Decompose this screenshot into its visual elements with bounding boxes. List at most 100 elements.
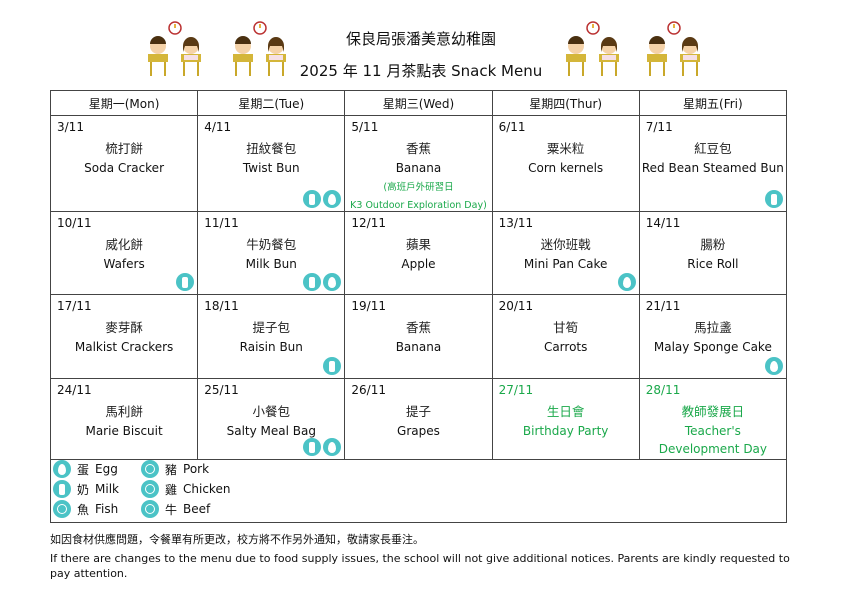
- snack-name-zh: 迷你班戟: [540, 237, 591, 252]
- allergen-icons: [323, 357, 342, 375]
- day-header: 星期三(Wed): [344, 90, 493, 116]
- snack-name-zh: 梳打餅: [105, 141, 143, 156]
- legend-item-pork: 豬 Pork: [141, 460, 209, 478]
- date: 10/11: [57, 216, 92, 230]
- snack-name-zh: 教師發展日: [681, 404, 745, 419]
- snack-name-en: Red Bean Steamed Bun: [641, 161, 784, 175]
- milk-icon: [303, 273, 322, 291]
- allergen-icons: [765, 357, 783, 375]
- snack-name-en: Raisin Bun: [239, 340, 303, 354]
- allergen-icons: [176, 273, 195, 291]
- date: 3/11: [57, 120, 84, 134]
- snack-name-en: Grapes: [397, 424, 440, 438]
- children-eating-illustration: [228, 20, 292, 82]
- date: 17/11: [57, 299, 92, 313]
- snack-name-en: Malkist Crackers: [74, 340, 174, 354]
- menu-cell: 17/11 麥芽酥 Malkist Crackers: [49, 294, 199, 379]
- menu-cell: 4/11 扭紋餐包 Twist Bun: [197, 115, 346, 212]
- egg-icon: [53, 460, 71, 478]
- snack-name-zh: 粟米粒: [546, 141, 585, 156]
- day-header: 星期二(Tue): [197, 90, 346, 116]
- date: 27/11: [498, 383, 534, 397]
- day-header: 星期四(Thur): [491, 90, 640, 116]
- pork-icon: [141, 460, 159, 478]
- snack-name-en: Rice Roll: [687, 257, 739, 271]
- snack-name-en: Teacher's: [684, 424, 741, 438]
- legend-zh: 雞: [165, 482, 178, 497]
- date: 21/11: [645, 299, 681, 313]
- legend-en: Milk: [95, 482, 119, 496]
- snack-name-zh: 馬利餅: [105, 404, 143, 419]
- event-note-en: K3 Outdoor Exploration Day): [350, 200, 487, 211]
- menu-cell: 6/11 粟米粒 Corn kernels: [491, 115, 640, 212]
- menu-cell: 27/11 生日會 Birthday Party: [491, 378, 640, 460]
- legend-zh: 魚: [77, 502, 90, 517]
- children-eating-illustration: [143, 20, 207, 82]
- menu-cell: 20/11 甘筍 Carrots: [491, 294, 640, 379]
- menu-cell: 14/11 腸粉 Rice Roll: [638, 211, 788, 295]
- menu-cell: 5/11 香蕉 Banana (高班戶外研習日 K3 Outdoor Explora…: [344, 115, 493, 212]
- milk-icon: [176, 273, 195, 291]
- legend-item-chicken: 雞 Chicken: [141, 480, 230, 498]
- chicken-icon: [141, 480, 159, 498]
- snack-name-zh: 提子: [405, 404, 431, 419]
- legend-en: Chicken: [183, 482, 231, 496]
- menu-cell: 12/11 蘋果 Apple: [344, 211, 493, 295]
- date: 25/11: [204, 383, 239, 397]
- snack-name-en: Birthday Party: [522, 424, 609, 438]
- event-note: (高班戶外研習日: [383, 182, 454, 193]
- snack-name-zh: 紅豆包: [694, 141, 732, 156]
- snack-name-en: Wafers: [103, 257, 145, 271]
- day-header: 星期一(Mon): [49, 90, 199, 116]
- snack-name-zh: 蘋果: [405, 237, 431, 252]
- allergen-legend: 蛋 Egg 奶 Milk 魚 Fish 豬 Pork 雞 Chicken 牛 Beef: [50, 458, 787, 523]
- date: 12/11: [351, 216, 386, 230]
- snack-name-en: Apple: [401, 257, 436, 271]
- menu-cell: 25/11 小餐包 Salty Meal Bag: [197, 378, 346, 460]
- snack-name-en: Corn kernels: [528, 161, 604, 175]
- menu-cell: 3/11 梳打餅 Soda Cracker: [49, 115, 199, 212]
- legend-en: Beef: [183, 502, 211, 516]
- footer-note-zh: 如因食材供應問題，令餐單有所更改，校方將不作另外通知，敬請家長垂注。: [50, 533, 424, 546]
- menu-cell: 7/11 紅豆包 Red Bean Steamed Bun: [638, 115, 788, 212]
- legend-item-milk: 奶 Milk: [53, 480, 119, 498]
- snack-name-en: Carrots: [543, 340, 588, 354]
- legend-item-beef: 牛 Beef: [141, 500, 210, 518]
- snack-name-en: Marie Biscuit: [85, 424, 163, 438]
- egg-icon: [765, 357, 783, 375]
- menu-cell: 21/11 馬拉盞 Malay Sponge Cake: [638, 294, 788, 379]
- snack-name-zh: 腸粉: [700, 237, 726, 252]
- footer-note-en: If there are changes to the menu due to …: [50, 552, 790, 580]
- children-eating-illustration: [642, 20, 706, 82]
- egg-icon: [323, 438, 342, 456]
- date: 7/11: [645, 120, 673, 134]
- date: 19/11: [351, 299, 386, 313]
- menu-cell: 10/11 威化餅 Wafers: [49, 211, 199, 295]
- menu-cell: 28/11 教師發展日 Teacher's Development Day: [638, 378, 788, 460]
- egg-icon: [323, 273, 342, 291]
- legend-en: Egg: [95, 462, 118, 476]
- date: 20/11: [498, 299, 534, 313]
- menu-cell: 19/11 香蕉 Banana: [344, 294, 493, 379]
- fish-icon: [53, 500, 71, 518]
- snack-name-en: Salty Meal Bag: [226, 424, 316, 438]
- menu-cell: 26/11 提子 Grapes: [344, 378, 493, 460]
- date: 26/11: [351, 383, 386, 397]
- snack-name-zh: 馬拉盞: [694, 320, 732, 335]
- snack-name-zh: 香蕉: [405, 141, 431, 156]
- menu-cell: 24/11 馬利餅 Marie Biscuit: [49, 378, 199, 460]
- snack-name-en-line2: Development Day: [658, 442, 768, 456]
- day-header: 星期五(Fri): [638, 90, 788, 116]
- date: 13/11: [498, 216, 534, 230]
- allergen-icons: [765, 190, 783, 208]
- allergen-icons: [303, 190, 342, 208]
- snack-name-en: Mini Pan Cake: [523, 257, 608, 271]
- egg-icon: [617, 273, 636, 291]
- children-eating-illustration: [561, 20, 625, 82]
- legend-item-fish: 魚 Fish: [53, 500, 118, 518]
- snack-name-zh: 威化餅: [105, 237, 143, 252]
- snack-name-zh: 甘筍: [553, 320, 579, 335]
- date: 11/11: [204, 216, 239, 230]
- menu-title: 2025 年 11 月茶點表 Snack Menu: [299, 62, 543, 80]
- date: 4/11: [204, 120, 232, 134]
